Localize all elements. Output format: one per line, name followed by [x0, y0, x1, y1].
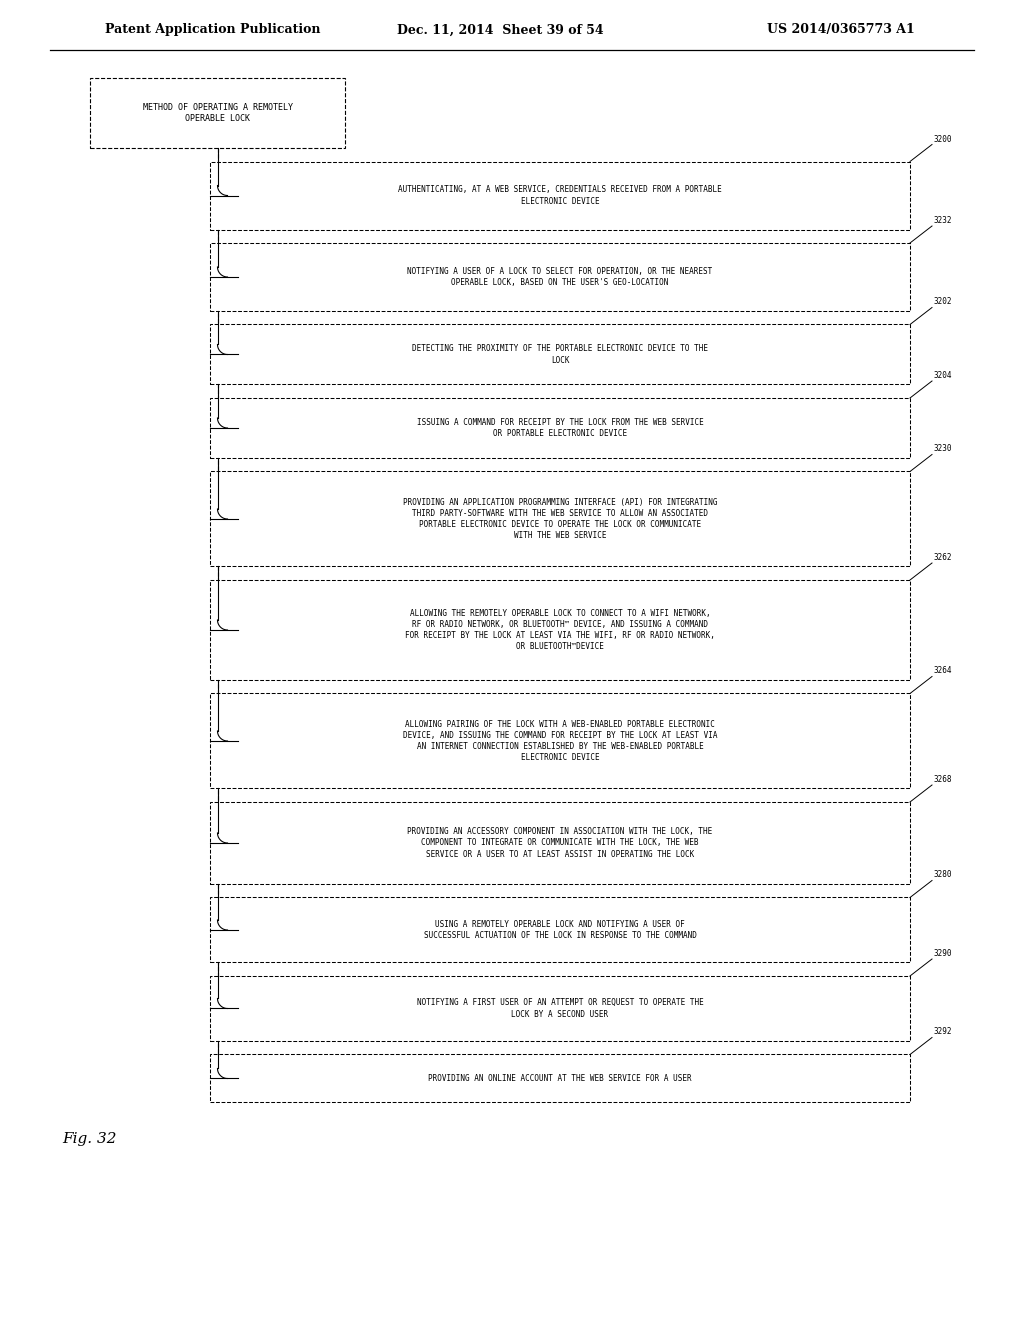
- FancyBboxPatch shape: [210, 471, 910, 566]
- FancyBboxPatch shape: [210, 975, 910, 1041]
- Text: 3200: 3200: [933, 135, 951, 144]
- Text: 3280: 3280: [933, 870, 951, 879]
- FancyBboxPatch shape: [210, 325, 910, 384]
- FancyBboxPatch shape: [210, 161, 910, 230]
- Text: ISSUING A COMMAND FOR RECEIPT BY THE LOCK FROM THE WEB SERVICE
OR PORTABLE ELECT: ISSUING A COMMAND FOR RECEIPT BY THE LOC…: [417, 418, 703, 438]
- Text: US 2014/0365773 A1: US 2014/0365773 A1: [767, 24, 915, 37]
- Text: AUTHENTICATING, AT A WEB SERVICE, CREDENTIALS RECEIVED FROM A PORTABLE
ELECTRONI: AUTHENTICATING, AT A WEB SERVICE, CREDEN…: [398, 185, 722, 206]
- FancyBboxPatch shape: [210, 243, 910, 312]
- Text: Fig. 32: Fig. 32: [62, 1133, 117, 1147]
- Text: DETECTING THE PROXIMITY OF THE PORTABLE ELECTRONIC DEVICE TO THE
LOCK: DETECTING THE PROXIMITY OF THE PORTABLE …: [412, 345, 708, 364]
- FancyBboxPatch shape: [210, 579, 910, 680]
- FancyBboxPatch shape: [210, 803, 910, 884]
- Text: 3290: 3290: [933, 949, 951, 958]
- Text: 3202: 3202: [933, 297, 951, 306]
- Text: PROVIDING AN ACCESSORY COMPONENT IN ASSOCIATION WITH THE LOCK, THE
COMPONENT TO : PROVIDING AN ACCESSORY COMPONENT IN ASSO…: [408, 828, 713, 858]
- Text: 3232: 3232: [933, 216, 951, 224]
- Text: ALLOWING THE REMOTELY OPERABLE LOCK TO CONNECT TO A WIFI NETWORK,
RF OR RADIO NE: ALLOWING THE REMOTELY OPERABLE LOCK TO C…: [406, 609, 715, 651]
- FancyBboxPatch shape: [90, 78, 345, 148]
- Text: Dec. 11, 2014  Sheet 39 of 54: Dec. 11, 2014 Sheet 39 of 54: [396, 24, 603, 37]
- Text: NOTIFYING A USER OF A LOCK TO SELECT FOR OPERATION, OR THE NEAREST
OPERABLE LOCK: NOTIFYING A USER OF A LOCK TO SELECT FOR…: [408, 267, 713, 286]
- FancyBboxPatch shape: [210, 399, 910, 458]
- Text: USING A REMOTELY OPERABLE LOCK AND NOTIFYING A USER OF
SUCCESSFUL ACTUATION OF T: USING A REMOTELY OPERABLE LOCK AND NOTIF…: [424, 920, 696, 940]
- Text: 3230: 3230: [933, 445, 951, 454]
- Text: 3262: 3262: [933, 553, 951, 562]
- Text: 3264: 3264: [933, 667, 951, 676]
- FancyBboxPatch shape: [210, 898, 910, 962]
- Text: Patent Application Publication: Patent Application Publication: [105, 24, 321, 37]
- Text: PROVIDING AN ONLINE ACCOUNT AT THE WEB SERVICE FOR A USER: PROVIDING AN ONLINE ACCOUNT AT THE WEB S…: [428, 1074, 692, 1082]
- Text: 3204: 3204: [933, 371, 951, 380]
- Text: 3268: 3268: [933, 775, 951, 784]
- Text: ALLOWING PAIRING OF THE LOCK WITH A WEB-ENABLED PORTABLE ELECTRONIC
DEVICE, AND : ALLOWING PAIRING OF THE LOCK WITH A WEB-…: [402, 719, 717, 762]
- FancyBboxPatch shape: [210, 1055, 910, 1102]
- Text: NOTIFYING A FIRST USER OF AN ATTEMPT OR REQUEST TO OPERATE THE
LOCK BY A SECOND : NOTIFYING A FIRST USER OF AN ATTEMPT OR …: [417, 998, 703, 1019]
- Text: METHOD OF OPERATING A REMOTELY
OPERABLE LOCK: METHOD OF OPERATING A REMOTELY OPERABLE …: [142, 103, 293, 123]
- FancyBboxPatch shape: [210, 693, 910, 788]
- Text: PROVIDING AN APPLICATION PROGRAMMING INTERFACE (API) FOR INTEGRATING
THIRD PARTY: PROVIDING AN APPLICATION PROGRAMMING INT…: [402, 498, 717, 540]
- Text: 3292: 3292: [933, 1027, 951, 1036]
